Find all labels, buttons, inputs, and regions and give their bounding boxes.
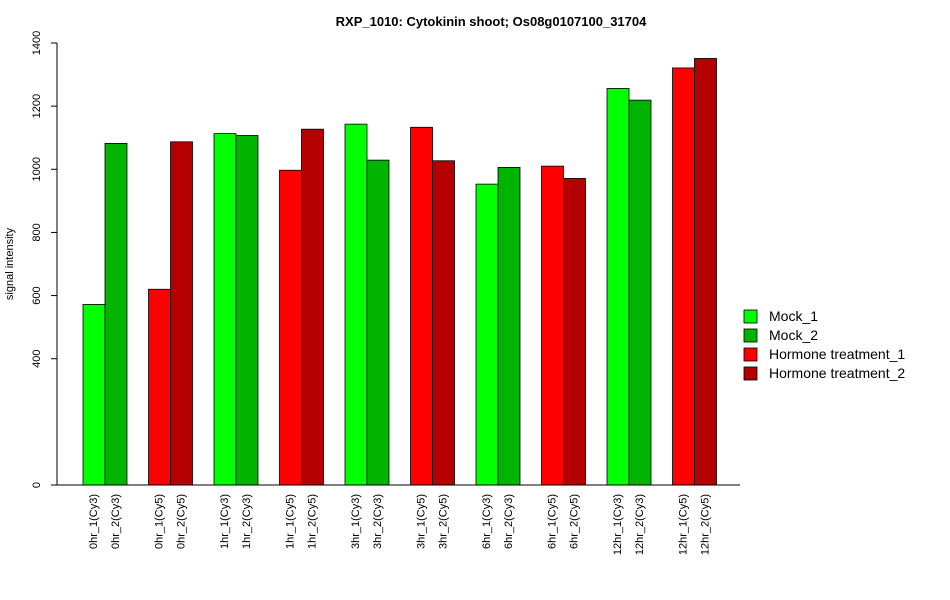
bar <box>366 159 390 486</box>
bar <box>563 178 586 486</box>
x-tick-label: 3hr_2(Cy5) <box>438 494 450 549</box>
bar <box>82 304 106 486</box>
bar <box>606 88 630 486</box>
bar <box>475 183 499 486</box>
x-tick-label: 0hr_1(Cy5) <box>154 494 166 549</box>
x-tick-label: 3hr_2(Cy3) <box>372 494 384 549</box>
legend-swatch <box>743 366 758 381</box>
bar <box>344 123 368 486</box>
bar <box>235 135 259 486</box>
y-axis-label: signal intensity <box>4 227 16 300</box>
x-tick-label: 1hr_2(Cy5) <box>307 494 319 549</box>
bar <box>672 67 695 486</box>
bar <box>170 141 193 486</box>
y-tick-label: 0 <box>31 482 43 488</box>
bar <box>628 99 652 486</box>
legend-swatch <box>743 328 758 343</box>
bar <box>432 160 455 486</box>
legend-label: Mock_1 <box>769 308 818 324</box>
legend-swatch <box>743 309 758 324</box>
x-tick-label: 12hr_2(Cy3) <box>634 494 646 555</box>
x-tick-label: 3hr_1(Cy3) <box>350 494 362 549</box>
chart-title: RXP_1010: Cytokinin shoot; Os08g0107100_… <box>336 14 647 29</box>
bar <box>104 142 128 486</box>
bar <box>410 126 433 486</box>
bar <box>301 128 324 486</box>
bar <box>541 165 564 486</box>
y-tick-label: 1000 <box>31 157 43 181</box>
x-tick-label: 1hr_1(Cy5) <box>285 494 297 549</box>
x-tick-label: 12hr_1(Cy5) <box>678 494 690 555</box>
x-tick-label: 12hr_2(Cy5) <box>700 494 712 555</box>
x-tick-label: 6hr_1(Cy5) <box>547 494 559 549</box>
bars-group <box>82 58 717 486</box>
legend-label: Hormone treatment_1 <box>769 346 905 362</box>
bar <box>279 169 302 486</box>
x-tick-label: 0hr_1(Cy3) <box>88 494 100 549</box>
x-tick-label: 3hr_1(Cy5) <box>416 494 428 549</box>
bar <box>694 58 717 486</box>
x-tick-label: 1hr_1(Cy3) <box>219 494 231 549</box>
y-tick-label: 600 <box>31 286 43 304</box>
y-tick-label: 1200 <box>31 94 43 118</box>
y-tick-label: 1400 <box>31 31 43 55</box>
x-tick-label: 12hr_1(Cy3) <box>612 494 624 555</box>
bar <box>497 166 521 486</box>
legend-label: Mock_2 <box>769 327 818 343</box>
legend-swatch <box>743 347 758 362</box>
x-tick-label: 1hr_2(Cy3) <box>241 494 253 549</box>
y-tick-label: 800 <box>31 223 43 241</box>
x-tick-label: 0hr_2(Cy3) <box>110 494 122 549</box>
x-tick-label: 6hr_1(Cy3) <box>481 494 493 549</box>
y-tick-label: 400 <box>31 350 43 368</box>
x-tick-label: 0hr_2(Cy5) <box>176 494 188 549</box>
x-tick-label: 6hr_2(Cy3) <box>503 494 515 549</box>
x-axis: 0hr_1(Cy3) 0hr_2(Cy3) 0hr_1(Cy5) 0hr_2(Cy5)… <box>57 484 740 555</box>
legend: Mock_1 Mock_2 Hormone treatment_1 Hormone t… <box>743 308 905 381</box>
y-axis: 0 400 600 800 1000 1200 1400 <box>31 31 58 488</box>
bar <box>213 133 237 486</box>
legend-label: Hormone treatment_2 <box>769 365 905 381</box>
x-tick-label: 6hr_2(Cy5) <box>569 494 581 549</box>
bar <box>148 288 171 486</box>
